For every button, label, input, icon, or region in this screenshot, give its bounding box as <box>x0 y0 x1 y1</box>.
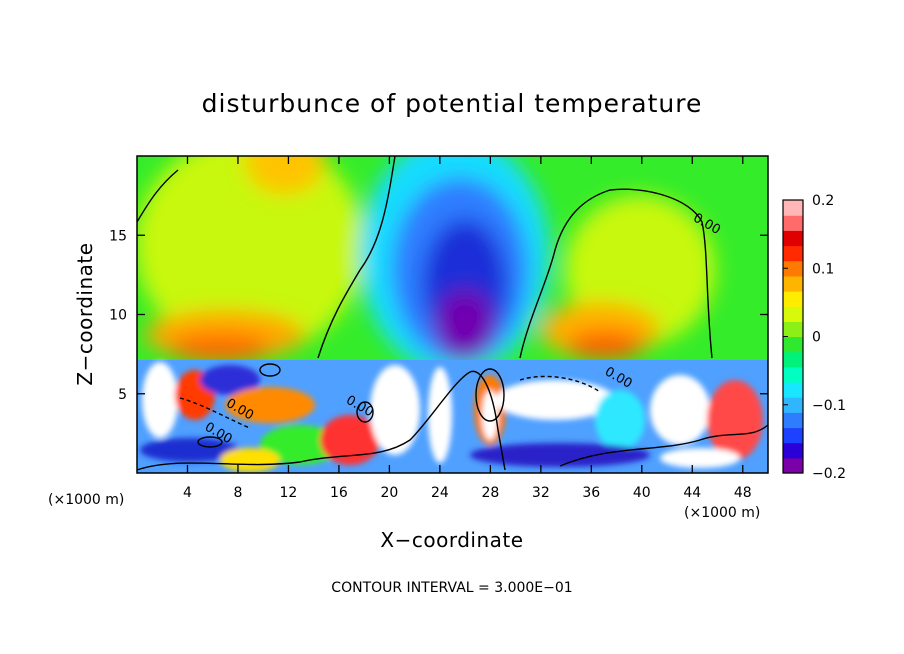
colorbar-swatch <box>783 427 803 444</box>
colorbar-swatch <box>783 321 803 338</box>
negative-contour <box>179 397 251 429</box>
zero-contour-loop <box>356 401 374 423</box>
colorbar-swatch <box>783 382 803 398</box>
lower-blob <box>142 362 178 438</box>
lower-blob <box>260 425 340 465</box>
zero-contour-plume-right <box>519 188 713 359</box>
x-axis: 4 8 12 16 20 24 28 32 36 40 44 48 <box>183 156 752 501</box>
lower-blob <box>660 448 740 468</box>
x-tick-label: 48 <box>734 485 752 501</box>
colorbar-swatch <box>783 275 803 292</box>
colorbar-swatch <box>783 397 803 413</box>
lower-blob <box>200 365 260 395</box>
x-axis-label: X−coordinate <box>380 528 523 552</box>
y-tick-label: 10 <box>109 308 127 324</box>
chart-title: disturbunce of potential temperature <box>202 89 703 118</box>
lower-blob <box>495 380 615 420</box>
upper-field <box>137 156 715 375</box>
x-tick-label: 8 <box>233 485 242 501</box>
x-tick-label: 12 <box>280 485 298 501</box>
lower-blob <box>482 390 498 440</box>
colorbar-swatch <box>783 442 803 459</box>
colorbar-tick-label: −0.1 <box>812 398 846 414</box>
lower-blob <box>707 380 763 460</box>
colorbar-swatch <box>783 245 803 262</box>
colorbar-swatch <box>783 230 803 247</box>
contour-lines <box>137 156 768 471</box>
warm-core-top <box>245 156 325 195</box>
colorbar-swatch <box>783 336 803 353</box>
zero-contour-loop <box>197 436 223 448</box>
colorbar-swatch <box>783 457 803 474</box>
warm-base-right-core <box>567 331 643 359</box>
colorbar-swatch <box>783 351 803 368</box>
x-tick-label: 28 <box>481 485 499 501</box>
lower-blob <box>370 365 420 455</box>
colorbar-tick-label: −0.2 <box>812 466 846 482</box>
zero-contour-loop <box>475 368 505 422</box>
colorbar-swatch <box>783 306 803 322</box>
y-tick-label: 5 <box>118 387 127 403</box>
y-tick-label: 15 <box>109 228 127 244</box>
lower-blob <box>470 443 650 467</box>
colorbar-ticks: 0.2 0.1 0 −0.1 −0.2 <box>783 193 846 482</box>
colorbar-tick-label: 0.2 <box>812 193 834 209</box>
x-unit-left: (×1000 m) <box>48 492 124 508</box>
lower-blob <box>140 438 240 462</box>
lower-blob <box>220 448 280 472</box>
lower-field <box>140 362 763 472</box>
x-tick-label: 36 <box>582 485 600 501</box>
x-tick-label: 24 <box>431 485 449 501</box>
colorbar-tick-label: 0 <box>812 330 821 346</box>
y-axis-label: Z−coordinate <box>73 242 97 385</box>
lower-blob <box>428 367 452 463</box>
zero-contour-lower-right <box>559 424 768 467</box>
lower-blob <box>595 390 645 450</box>
x-tick-label: 44 <box>683 485 701 501</box>
x-tick-label: 16 <box>330 485 348 501</box>
colorbar-swatch <box>783 260 803 277</box>
colorbar-swatch <box>783 200 803 216</box>
colorbar-swatches <box>783 200 803 474</box>
x-tick-label: 32 <box>532 485 550 501</box>
colorbar-swatch <box>783 366 803 383</box>
y-axis: 5 10 15 <box>109 228 768 403</box>
x-unit-right: (×1000 m) <box>684 505 760 521</box>
zero-contour-left <box>137 169 179 223</box>
lower-blob <box>650 375 710 445</box>
lower-blob <box>320 415 380 465</box>
colorbar-swatch <box>783 291 803 307</box>
colorbar-swatch <box>783 215 803 231</box>
zero-contour-plume-left <box>317 156 396 359</box>
x-tick-label: 20 <box>380 485 398 501</box>
colorbar-swatch <box>783 412 803 429</box>
lower-blob <box>225 387 315 423</box>
colorbar: 0.2 0.1 0 −0.1 −0.2 <box>782 193 846 482</box>
colorbar-tick-label: 0.1 <box>812 261 834 277</box>
zero-contour-loop <box>259 363 281 377</box>
contour-interval-footer: CONTOUR INTERVAL = 3.000E−01 <box>331 580 572 596</box>
negative-contour <box>519 375 601 393</box>
x-tick-label: 4 <box>183 485 192 501</box>
zero-contour-lower <box>137 370 506 471</box>
warm-base-left-core <box>170 334 270 362</box>
warm-region-left <box>137 156 365 355</box>
x-tick-label: 40 <box>633 485 651 501</box>
cold-plume-core <box>435 289 495 361</box>
plot-area: 0.000.000.000.000.00 <box>137 156 768 473</box>
